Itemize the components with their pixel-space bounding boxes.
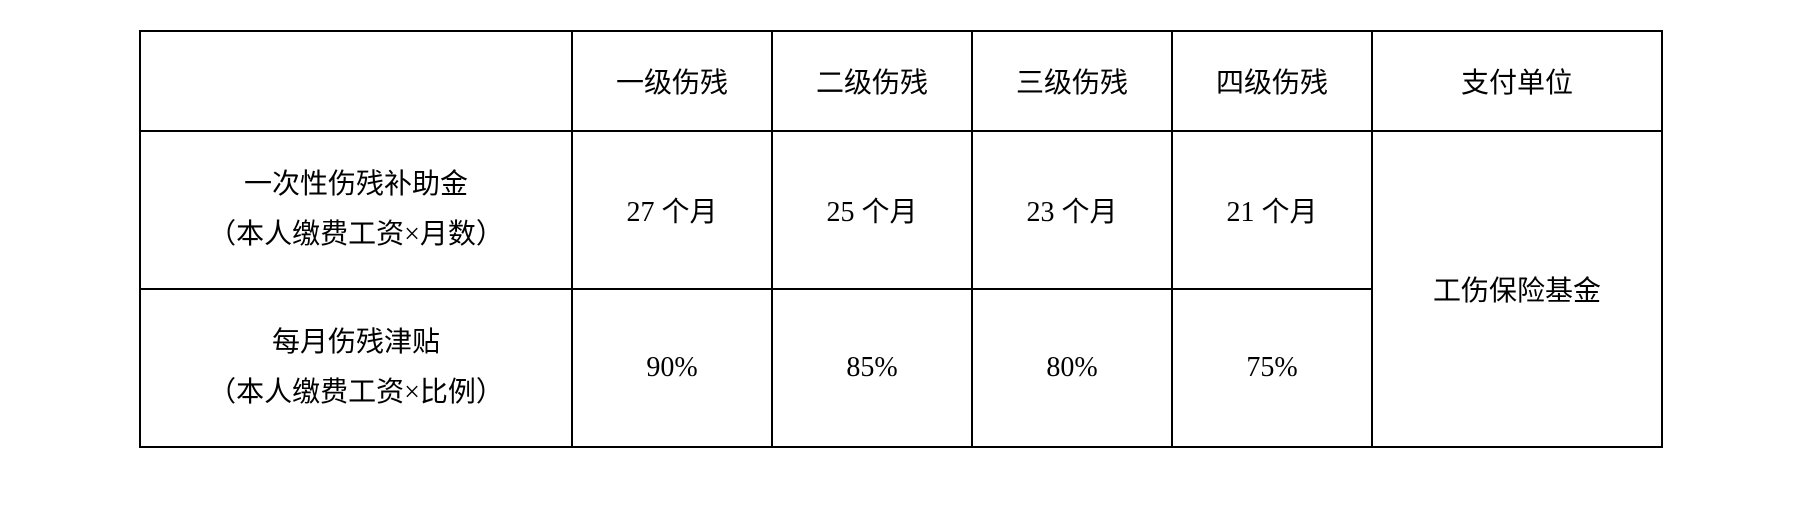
cell-monthly-level4: 75%: [1172, 289, 1372, 447]
row-lump-sum-label-line1: 一次性伤残补助金: [145, 160, 567, 210]
cell-lump-sum-level2: 25 个月: [772, 131, 972, 289]
disability-compensation-table: 一级伤残 二级伤残 三级伤残 四级伤残 支付单位 一次性伤残补助金 （本人缴费工…: [139, 30, 1663, 448]
header-level4: 四级伤残: [1172, 31, 1372, 131]
table-header-row: 一级伤残 二级伤残 三级伤残 四级伤残 支付单位: [140, 31, 1662, 131]
cell-lump-sum-level4: 21 个月: [1172, 131, 1372, 289]
cell-payer-merged: 工伤保险基金: [1372, 131, 1662, 447]
header-level1: 一级伤残: [572, 31, 772, 131]
cell-monthly-level2: 85%: [772, 289, 972, 447]
row-lump-sum-label: 一次性伤残补助金 （本人缴费工资×月数）: [140, 131, 572, 289]
header-empty-cell: [140, 31, 572, 131]
table-row: 一次性伤残补助金 （本人缴费工资×月数） 27 个月 25 个月 23 个月 2…: [140, 131, 1662, 289]
row-monthly-label: 每月伤残津贴 （本人缴费工资×比例）: [140, 289, 572, 447]
row-lump-sum-label-line2: （本人缴费工资×月数）: [145, 210, 567, 260]
cell-monthly-level3: 80%: [972, 289, 1172, 447]
cell-lump-sum-level3: 23 个月: [972, 131, 1172, 289]
row-monthly-label-line1: 每月伤残津贴: [145, 318, 567, 368]
header-payer: 支付单位: [1372, 31, 1662, 131]
row-monthly-label-line2: （本人缴费工资×比例）: [145, 368, 567, 418]
header-level3: 三级伤残: [972, 31, 1172, 131]
cell-lump-sum-level1: 27 个月: [572, 131, 772, 289]
cell-monthly-level1: 90%: [572, 289, 772, 447]
header-level2: 二级伤残: [772, 31, 972, 131]
